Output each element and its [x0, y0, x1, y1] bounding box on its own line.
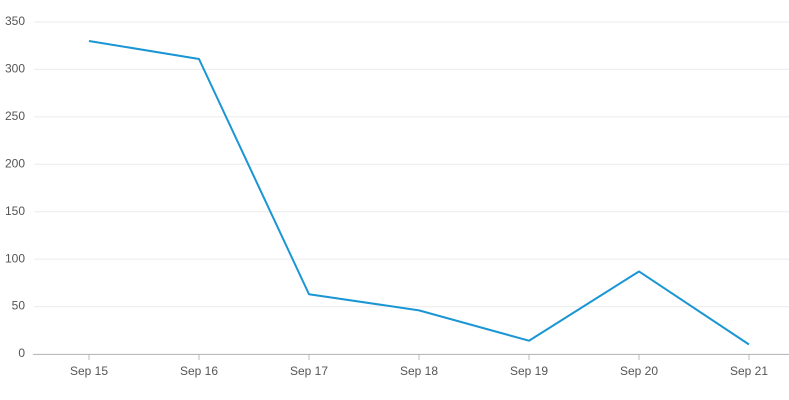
y-tick-label: 250	[5, 109, 25, 123]
y-tick-label: 200	[5, 156, 25, 170]
y-tick-label: 300	[5, 62, 25, 76]
y-tick-label: 50	[12, 299, 26, 313]
x-tick-label: Sep 19	[510, 364, 548, 378]
x-tick-label: Sep 21	[730, 364, 768, 378]
x-tick-label: Sep 20	[620, 364, 658, 378]
y-tick-label: 150	[5, 204, 25, 218]
x-tick-label: Sep 15	[70, 364, 108, 378]
y-tick-label: 0	[18, 346, 25, 360]
y-tick-label: 350	[5, 14, 25, 28]
data-line	[88, 39, 750, 346]
x-tick-label: Sep 16	[180, 364, 218, 378]
x-tick-label: Sep 17	[290, 364, 328, 378]
x-tick-label: Sep 18	[400, 364, 438, 378]
y-tick-label: 100	[5, 251, 25, 265]
